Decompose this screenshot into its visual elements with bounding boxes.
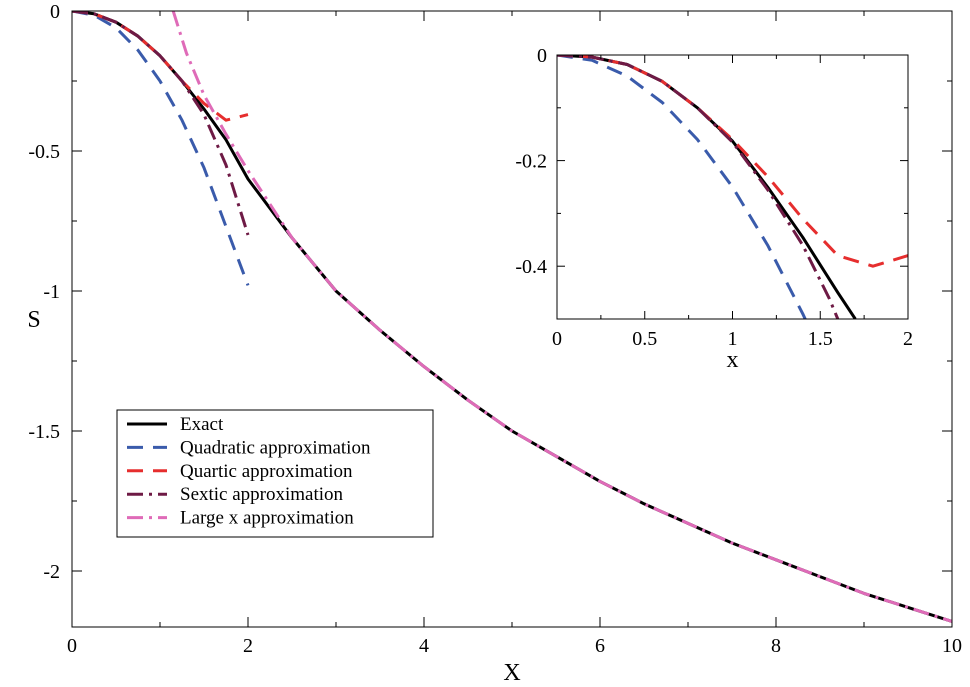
main-x-tick-label: 10 <box>942 635 962 657</box>
inset-y-tick-label: -0.4 <box>515 256 547 278</box>
inset-background <box>497 41 920 373</box>
main-y-tick-label: -1.5 <box>28 421 60 443</box>
main-y-tick-label: 0 <box>50 1 60 23</box>
main-x-tick-label: 0 <box>67 635 77 657</box>
inset-x-axis-label: x <box>727 347 739 373</box>
inset-x-tick-label: 1.5 <box>808 328 833 350</box>
main-x-tick-label: 4 <box>419 635 429 657</box>
main-x-tick-label: 2 <box>243 635 253 657</box>
inset-x-tick-label: 0.5 <box>632 328 657 350</box>
legend-label-quadratic-approximation: Quadratic approximation <box>180 437 371 458</box>
legend-box <box>116 409 434 538</box>
legend-label-sextic-approximation: Sextic approximation <box>180 484 344 505</box>
inset-plot: 0 0.5 1 1.5 2 0 -0.2 -0.4 x <box>497 41 920 373</box>
main-y-tick-label: -1 <box>43 281 60 303</box>
main-series-sextic-approximation <box>72 11 250 236</box>
inset-x-tick-label: 0 <box>552 328 562 350</box>
inset-x-tick-label: 1 <box>728 328 738 350</box>
main-series-quadratic-approximation <box>72 11 250 286</box>
legend-label-exact: Exact <box>180 414 224 435</box>
main-y-axis-label: S <box>27 307 40 333</box>
main-x-axis-label: X <box>503 660 520 686</box>
main-series-large-x-approximation <box>171 11 952 623</box>
inset-series-quadratic-approximation <box>557 55 807 319</box>
inset-series-quartic-approximation <box>557 55 908 268</box>
main-series-quartic-approximation <box>72 11 249 122</box>
main-y-tick-label: -0.5 <box>28 141 60 163</box>
main-x-tick-label: 6 <box>595 635 605 657</box>
legend-label-large-x-approximation: Large x approximation <box>180 508 354 529</box>
inset-series-sextic-approximation <box>557 55 840 319</box>
inset-y-tick-label: 0 <box>537 45 547 67</box>
legend-label-quartic-approximation: Quartic approximation <box>180 461 353 482</box>
main-plot: 0 2 4 6 8 100-0.5-1-1.5-2XS <box>27 1 962 686</box>
inset-x-tick-label: 2 <box>903 328 913 350</box>
main-y-tick-label: -2 <box>43 561 60 583</box>
inset-y-tick-label: -0.2 <box>515 151 547 173</box>
main-x-tick-label: 8 <box>771 635 781 657</box>
